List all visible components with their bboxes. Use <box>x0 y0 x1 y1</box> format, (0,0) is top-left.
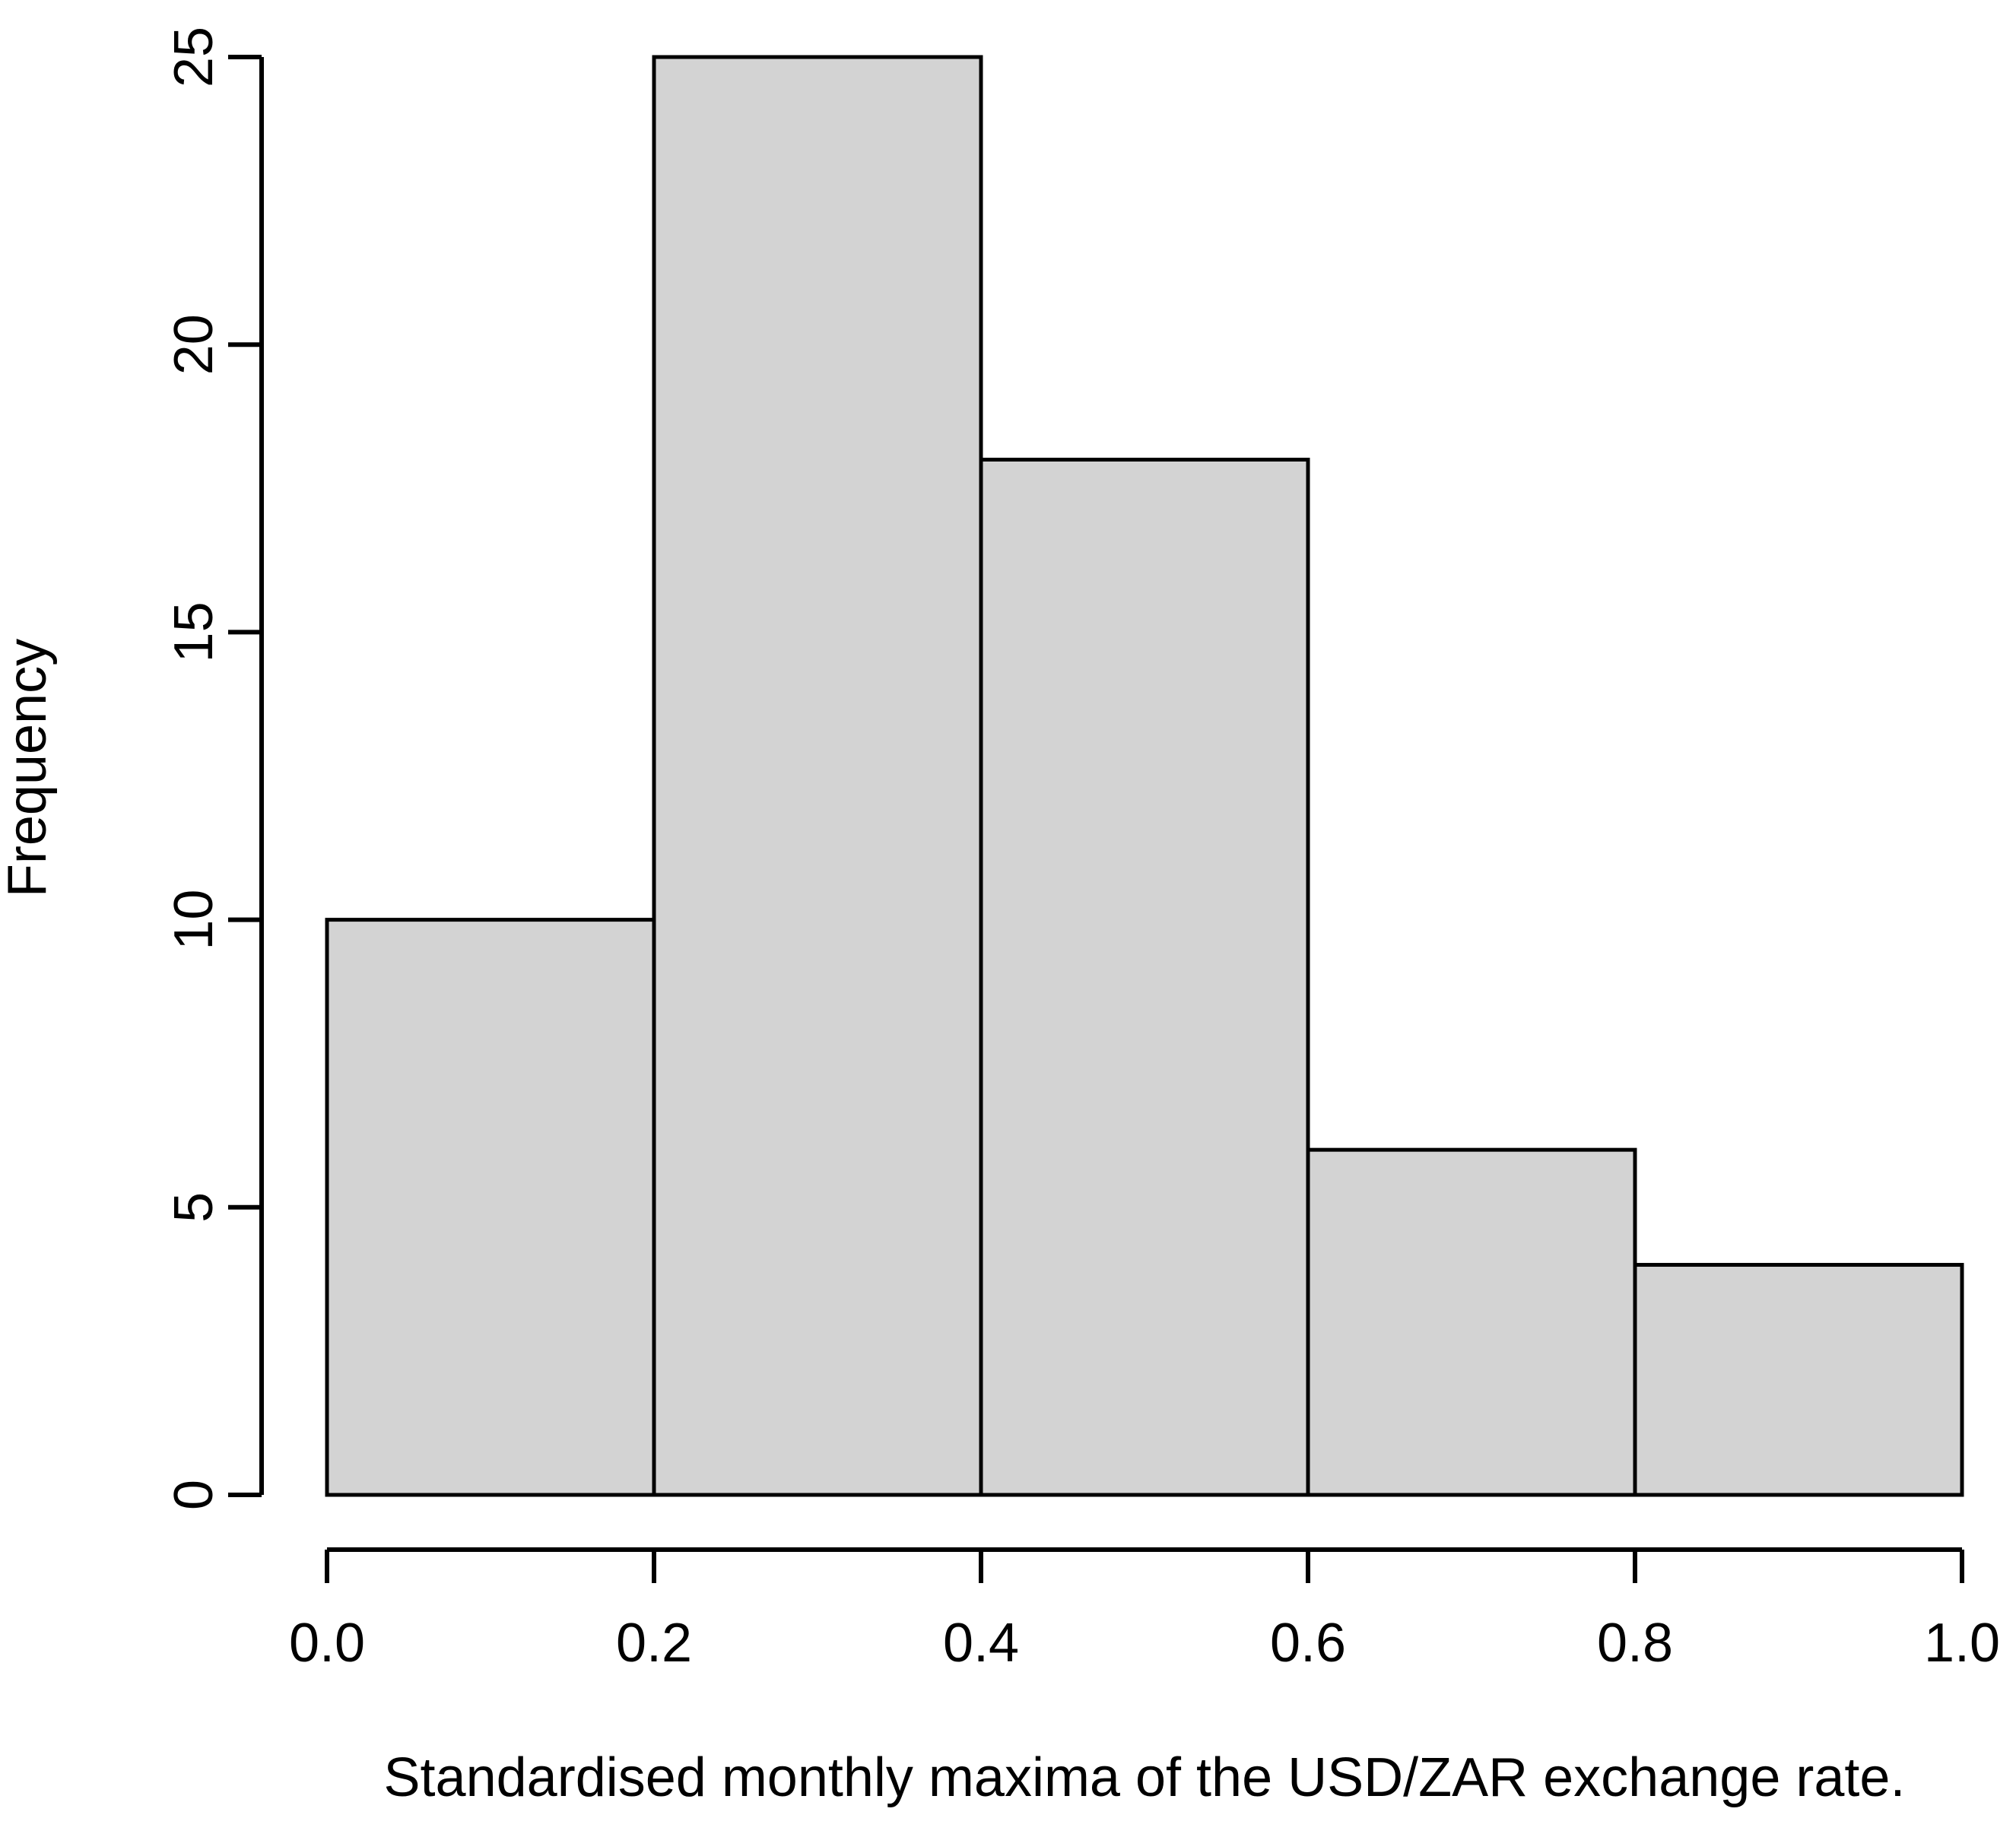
histogram-bar <box>1306 1147 1637 1497</box>
x-axis-title: Standardised monthly maxima of the USD/Z… <box>384 1747 1906 1808</box>
y-tick-label: 0 <box>164 1480 224 1510</box>
y-axis-title: Frequency <box>0 639 58 897</box>
y-axis: 0 5 10 15 20 25 <box>164 27 264 1510</box>
y-tick-label: 10 <box>164 890 224 950</box>
histogram-bar <box>1633 1262 1964 1497</box>
bars-group <box>325 55 1964 1497</box>
x-tick-label: 0.8 <box>1597 1613 1673 1674</box>
histogram-bar <box>652 55 983 1497</box>
x-tick-label: 0.0 <box>289 1613 365 1674</box>
y-tick-label: 25 <box>164 27 224 87</box>
histogram-bar <box>325 918 656 1497</box>
y-tick-label: 20 <box>164 314 224 375</box>
histogram-bar <box>979 457 1310 1497</box>
x-tick-label: 1.0 <box>1924 1613 2000 1674</box>
y-tick-label: 15 <box>164 601 224 662</box>
y-tick-label: 5 <box>164 1192 224 1223</box>
x-axis: 0.0 0.2 0.4 0.6 0.8 1.0 <box>289 1547 2000 1674</box>
x-tick-label: 0.2 <box>616 1613 692 1674</box>
x-tick-label: 0.6 <box>1270 1613 1346 1674</box>
x-tick-label: 0.4 <box>943 1613 1019 1674</box>
